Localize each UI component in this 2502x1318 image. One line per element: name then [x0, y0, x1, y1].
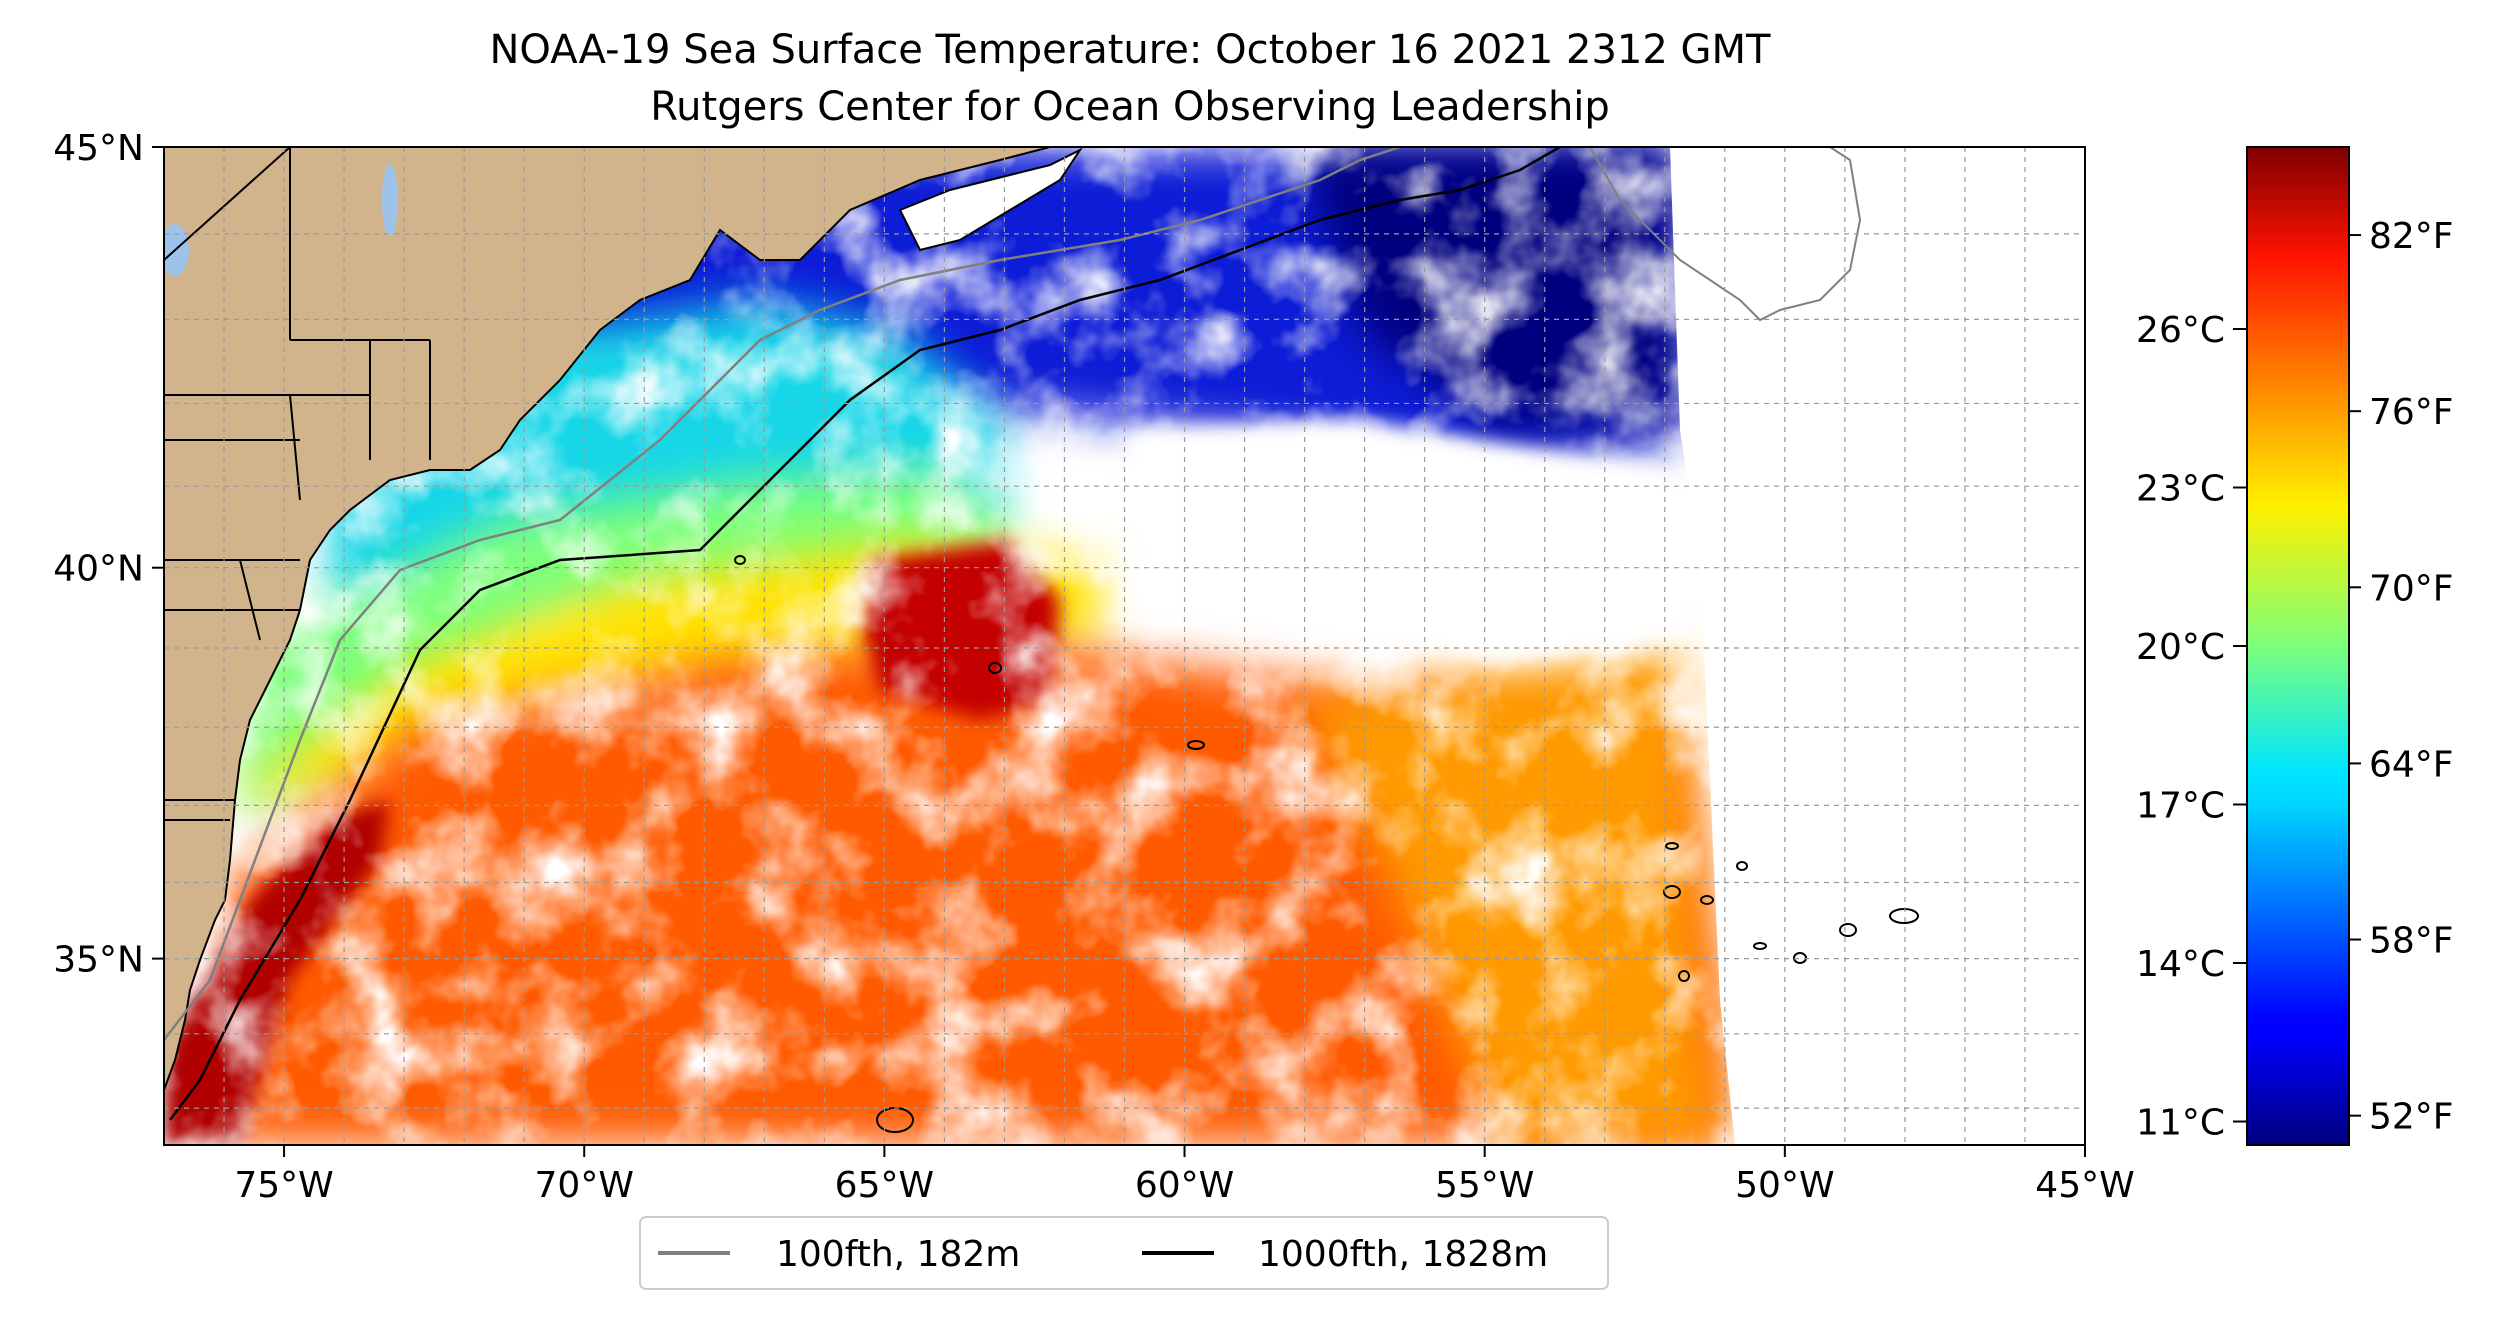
map-gridlines [164, 147, 2085, 1145]
newfoundland-shelf [1589, 147, 1862, 322]
colorbar-celsius-ticks: 26°C 23°C 20°C 17°C 14°C 11°C [2136, 310, 2247, 1144]
seamount [1753, 942, 1767, 950]
colorbar-f-tick-label: 70°F [2369, 568, 2454, 609]
no-data-north-gap [1120, 420, 1690, 660]
seamounts [734, 555, 1919, 1133]
state-borders [164, 147, 431, 821]
lat-tick-label: 35°N [53, 940, 144, 981]
nova-scotia [898, 147, 1083, 252]
seamount [1839, 923, 1857, 937]
legend-box [639, 1216, 1609, 1290]
colorbar-f-tick-label: 58°F [2369, 921, 2454, 962]
colorbar-c-tick-label: 20°C [2136, 627, 2225, 668]
lake [382, 164, 398, 236]
isobath-100fth [164, 147, 1401, 1041]
colorbar-gradient [2246, 146, 2350, 1146]
legend: 100fth, 182m 1000fth, 1828m [639, 1216, 1609, 1290]
colorbar-c-tick-label: 11°C [2136, 1103, 2225, 1144]
colorbar-f-tick-label: 64°F [2369, 744, 2454, 785]
land [164, 147, 1862, 1091]
lat-tick-label: 40°N [53, 549, 144, 590]
colorbar-c-tick-label: 17°C [2136, 786, 2225, 827]
latitude-ticks: 45°N 40°N 35°N [53, 128, 164, 981]
seamount [1736, 861, 1748, 871]
map-frame [163, 146, 2086, 1146]
map-subtitle: Rutgers Center for Ocean Observing Leade… [650, 84, 1610, 130]
colorbar-f-tick-label: 52°F [2369, 1097, 2454, 1138]
legend-label-100fth: 100fth, 182m [776, 1234, 1020, 1275]
isobath-1000fth [169, 147, 1561, 1121]
seamount [1700, 895, 1714, 905]
colorbar-f-tick-label: 82°F [2369, 216, 2454, 257]
seamount [1793, 952, 1807, 964]
lon-tick-label: 60°W [1135, 1165, 1234, 1206]
colorbar-c-tick-label: 23°C [2136, 468, 2225, 509]
seamount [988, 662, 1002, 674]
longitude-ticks: 75°W 70°W 65°W 60°W 55°W 50°W 45°W [234, 1145, 2135, 1206]
no-data-east [1670, 147, 2085, 1145]
colorbar-c-tick-label: 26°C [2136, 310, 2225, 351]
colorbar-c-tick-label: 14°C [2136, 944, 2225, 985]
lon-tick-label: 55°W [1435, 1165, 1534, 1206]
colorbar: 82°F 76°F 70°F 64°F 58°F 52°F 26°C 23°C 20°C 17°… [2136, 146, 2454, 1146]
map-title: NOAA-19 Sea Surface Temperature: October… [490, 27, 1772, 73]
seamount [1187, 740, 1205, 750]
seamount [1663, 885, 1681, 899]
seamount [1665, 842, 1679, 850]
lon-tick-label: 50°W [1735, 1165, 1834, 1206]
seamount [1678, 970, 1690, 982]
map-panel [164, 147, 2085, 1145]
north-american-land [164, 147, 1051, 1091]
seamount [734, 555, 746, 565]
lon-tick-label: 75°W [234, 1165, 333, 1206]
legend-label-1000fth: 1000fth, 1828m [1258, 1234, 1548, 1275]
lon-tick-label: 65°W [835, 1165, 934, 1206]
lat-tick-label: 45°N [53, 128, 144, 169]
colorbar-f-tick-label: 76°F [2369, 392, 2454, 433]
seamount [1889, 908, 1919, 924]
lon-tick-label: 45°W [2035, 1165, 2134, 1206]
lon-tick-label: 70°W [535, 1165, 634, 1206]
colorbar-fahrenheit-ticks: 82°F 76°F 70°F 64°F 58°F 52°F [2349, 216, 2454, 1138]
